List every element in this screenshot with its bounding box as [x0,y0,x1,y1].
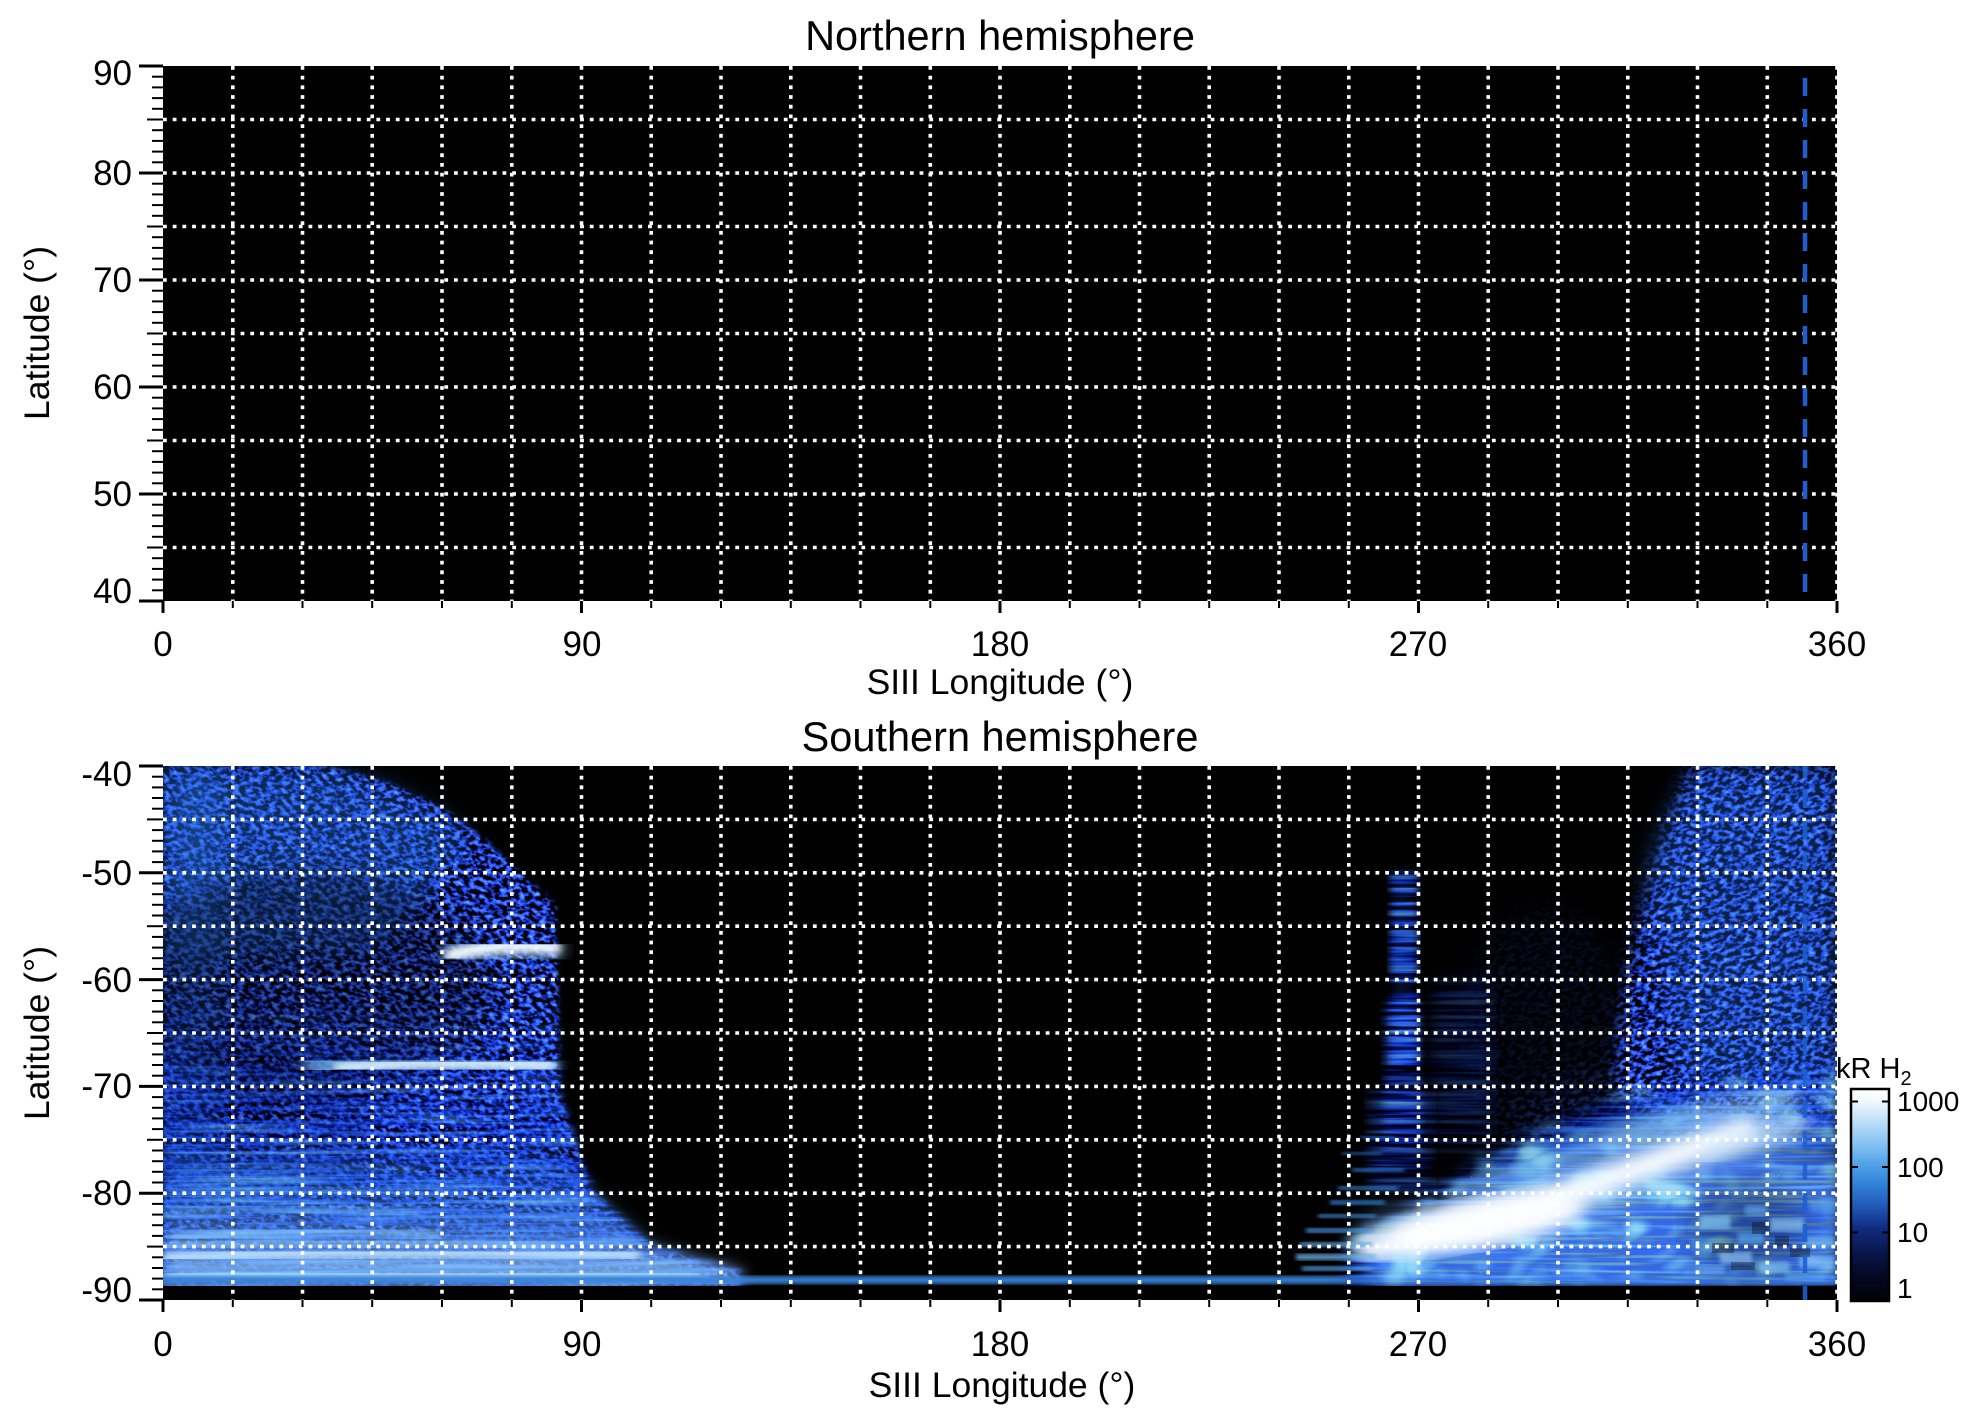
svg-text:Northern hemisphere: Northern hemisphere [805,12,1195,59]
svg-text:270: 270 [1389,625,1447,664]
svg-text:180: 180 [971,625,1029,664]
svg-text:-90: -90 [81,1271,132,1310]
svg-text:90: 90 [563,1325,602,1364]
svg-text:70: 70 [93,261,132,300]
svg-text:-80: -80 [81,1174,132,1213]
svg-text:360: 360 [1808,1325,1866,1364]
svg-text:Southern hemisphere: Southern hemisphere [802,713,1199,760]
svg-text:80: 80 [93,154,132,193]
svg-text:60: 60 [93,368,132,407]
svg-text:40: 40 [93,572,132,611]
svg-text:Latitude (°): Latitude (°) [17,946,57,1120]
svg-text:0: 0 [153,625,172,664]
svg-text:Latitude (°): Latitude (°) [17,246,57,420]
svg-text:1: 1 [1897,1273,1913,1304]
svg-text:180: 180 [971,1325,1029,1364]
svg-text:360: 360 [1808,625,1866,664]
svg-text:270: 270 [1389,1325,1447,1364]
svg-text:SIII Longitude (°): SIII Longitude (°) [869,1365,1136,1405]
svg-text:90: 90 [563,625,602,664]
svg-text:10: 10 [1897,1217,1928,1248]
svg-text:1000: 1000 [1897,1086,1959,1117]
svg-text:-60: -60 [81,961,132,1000]
svg-text:100: 100 [1897,1152,1944,1183]
svg-text:SIII Longitude (°): SIII Longitude (°) [867,662,1134,702]
svg-text:-50: -50 [81,854,132,893]
svg-text:50: 50 [93,475,132,514]
svg-text:90: 90 [93,54,132,93]
svg-text:0: 0 [153,1325,172,1364]
svg-text:-40: -40 [81,755,132,794]
svg-text:-70: -70 [81,1067,132,1106]
svg-text:kR H2: kR H2 [1836,1053,1912,1090]
